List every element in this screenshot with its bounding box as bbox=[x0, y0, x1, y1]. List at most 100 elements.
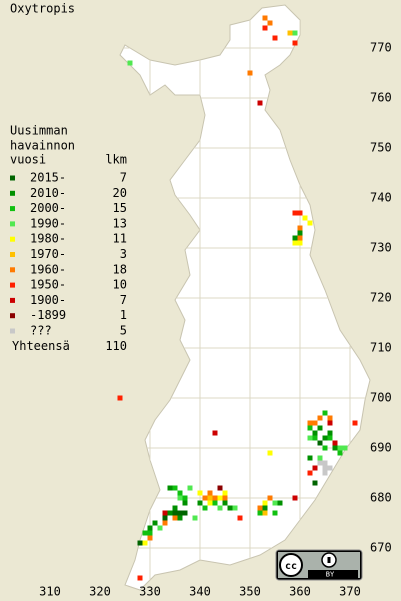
observation-square bbox=[327, 420, 333, 426]
observation-square bbox=[322, 445, 328, 451]
legend-count: 1 bbox=[120, 308, 127, 322]
observation-square bbox=[292, 210, 298, 216]
observation-square bbox=[172, 505, 178, 511]
observation-square bbox=[182, 495, 188, 501]
observation-square bbox=[307, 220, 313, 226]
legend-swatch bbox=[10, 313, 15, 319]
observation-square bbox=[157, 525, 163, 531]
observation-square bbox=[147, 530, 153, 536]
observation-square bbox=[152, 520, 158, 526]
legend-swatch bbox=[10, 221, 15, 227]
legend-count: 11 bbox=[113, 232, 127, 246]
map-title: Oxytropis bbox=[10, 2, 75, 16]
observation-square bbox=[182, 500, 188, 506]
observation-square bbox=[312, 420, 318, 426]
observation-square bbox=[262, 15, 268, 21]
observation-square bbox=[237, 515, 243, 521]
observation-square bbox=[312, 480, 318, 486]
observation-square bbox=[167, 485, 173, 491]
observation-square bbox=[322, 465, 328, 471]
observation-square bbox=[202, 505, 208, 511]
legend-label: 2000- bbox=[30, 201, 66, 215]
legend-label: 2015- bbox=[30, 171, 66, 185]
legend-label: 1950- bbox=[30, 278, 66, 292]
observation-square bbox=[137, 575, 143, 581]
legend-swatch bbox=[10, 236, 15, 242]
observation-square bbox=[262, 500, 268, 506]
observation-square bbox=[192, 515, 198, 521]
observation-square bbox=[297, 235, 303, 241]
observation-square bbox=[327, 430, 333, 436]
observation-square bbox=[317, 425, 323, 431]
legend-heading: vuosi bbox=[10, 153, 46, 167]
observation-square bbox=[327, 435, 333, 441]
observation-square bbox=[222, 500, 228, 506]
observation-square bbox=[277, 500, 283, 506]
observation-square bbox=[137, 540, 143, 546]
observation-square bbox=[257, 100, 263, 106]
observation-square bbox=[307, 425, 313, 431]
observation-square bbox=[262, 505, 268, 511]
x-tick-label: 320 bbox=[89, 585, 111, 599]
legend-swatch bbox=[10, 328, 15, 334]
observation-square bbox=[267, 495, 273, 501]
observation-square bbox=[262, 510, 268, 516]
y-tick-label: 710 bbox=[370, 341, 392, 355]
observation-square bbox=[272, 35, 278, 41]
y-tick-label: 690 bbox=[370, 441, 392, 455]
observation-square bbox=[147, 535, 153, 541]
observation-square bbox=[212, 495, 218, 501]
observation-square bbox=[197, 490, 203, 496]
observation-square bbox=[292, 240, 298, 246]
observation-square bbox=[207, 495, 213, 501]
observation-square bbox=[177, 495, 183, 501]
observation-square bbox=[217, 505, 223, 511]
observation-square bbox=[307, 435, 313, 441]
license-label: BY bbox=[326, 571, 335, 579]
y-tick-label: 670 bbox=[370, 541, 392, 555]
legend-label: ??? bbox=[30, 324, 52, 338]
legend-count: 18 bbox=[113, 262, 127, 276]
observation-square bbox=[297, 225, 303, 231]
observation-square bbox=[302, 215, 308, 221]
observation-square bbox=[287, 30, 293, 36]
observation-square bbox=[262, 25, 268, 31]
legend-swatch bbox=[10, 206, 15, 212]
observation-square bbox=[177, 510, 183, 516]
y-tick-label: 750 bbox=[370, 141, 392, 155]
observation-square bbox=[207, 500, 213, 506]
observation-square bbox=[187, 485, 193, 491]
legend-count: 13 bbox=[113, 216, 127, 230]
observation-square bbox=[247, 70, 253, 76]
observation-square bbox=[312, 430, 318, 436]
license-badge: cc BY bbox=[275, 549, 363, 581]
observation-square bbox=[202, 495, 208, 501]
x-tick-label: 310 bbox=[39, 585, 61, 599]
observation-square bbox=[317, 460, 323, 466]
observation-square bbox=[292, 235, 298, 241]
legend-label: 1970- bbox=[30, 247, 66, 261]
x-tick-label: 370 bbox=[339, 585, 361, 599]
observation-square bbox=[207, 490, 213, 496]
legend-count: 20 bbox=[113, 186, 127, 200]
observation-square bbox=[327, 415, 333, 421]
observation-square bbox=[337, 450, 343, 456]
x-tick-label: 330 bbox=[139, 585, 161, 599]
observation-square bbox=[292, 495, 298, 501]
observation-square bbox=[307, 420, 313, 426]
observation-square bbox=[227, 505, 233, 511]
observation-square bbox=[162, 510, 168, 516]
x-tick-label: 350 bbox=[239, 585, 261, 599]
observation-square bbox=[212, 500, 218, 506]
legend-swatch bbox=[10, 175, 15, 181]
observation-square bbox=[332, 440, 338, 446]
legend-count: 10 bbox=[113, 278, 127, 292]
legend-heading: Uusimman bbox=[10, 124, 68, 138]
observation-square bbox=[297, 230, 303, 236]
observation-square bbox=[332, 445, 338, 451]
observation-square bbox=[172, 485, 178, 491]
observation-square bbox=[307, 455, 313, 461]
